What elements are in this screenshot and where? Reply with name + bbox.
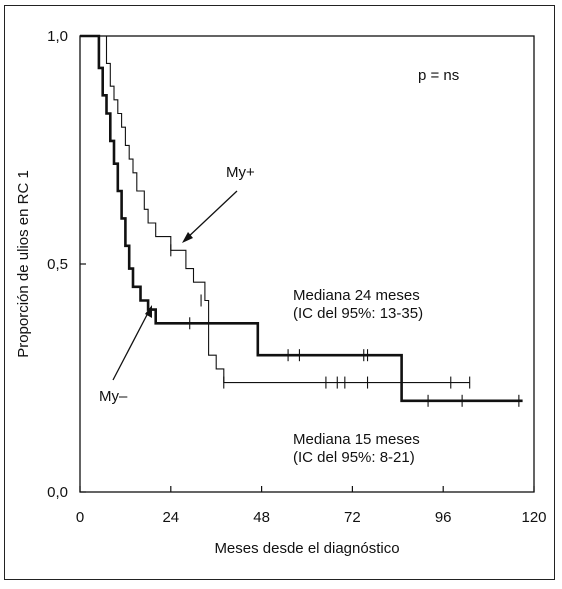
x-tick-label: 48 bbox=[253, 509, 270, 526]
y-tick-label: 1,0 bbox=[47, 28, 68, 45]
median-minus-line-2: (IC del 95%: 8-21) bbox=[293, 449, 415, 466]
series-layer bbox=[80, 34, 523, 407]
my-minus-arrow bbox=[112, 310, 150, 381]
my-plus-arrow bbox=[185, 190, 238, 240]
median-plus-line-2: (IC del 95%: 13-35) bbox=[293, 305, 423, 322]
median-plus-line-1: Mediana 24 meses bbox=[293, 287, 420, 304]
x-axis-title: Meses desde el diagnóstico bbox=[214, 540, 399, 557]
my-minus-label: My– bbox=[99, 388, 128, 405]
figure-frame bbox=[4, 5, 555, 580]
median-minus-line-1: Mediana 15 meses bbox=[293, 431, 420, 448]
y-axis-ticks: 0,0 0,5 1,0 bbox=[47, 28, 86, 501]
y-axis-title: Proporción de ulios en RC 1 bbox=[15, 170, 32, 358]
my-minus-arrowhead bbox=[145, 305, 152, 318]
my-plus-arrowhead bbox=[182, 232, 193, 243]
x-tick-label: 24 bbox=[162, 509, 179, 526]
series-line-my-minus bbox=[80, 34, 523, 403]
plot-area bbox=[79, 35, 535, 493]
x-axis-ticks: 0 24 48 72 96 120 bbox=[76, 486, 547, 526]
x-tick-label: 120 bbox=[521, 509, 546, 526]
x-tick-label: 0 bbox=[76, 509, 84, 526]
my-plus-label: My+ bbox=[226, 164, 255, 181]
p-value-label: p = ns bbox=[418, 67, 459, 84]
x-tick-label: 96 bbox=[435, 509, 452, 526]
y-tick-label: 0,0 bbox=[47, 484, 68, 501]
series-line-my-plus bbox=[80, 35, 470, 384]
x-tick-label: 72 bbox=[344, 509, 361, 526]
y-tick-label: 0,5 bbox=[47, 256, 68, 273]
